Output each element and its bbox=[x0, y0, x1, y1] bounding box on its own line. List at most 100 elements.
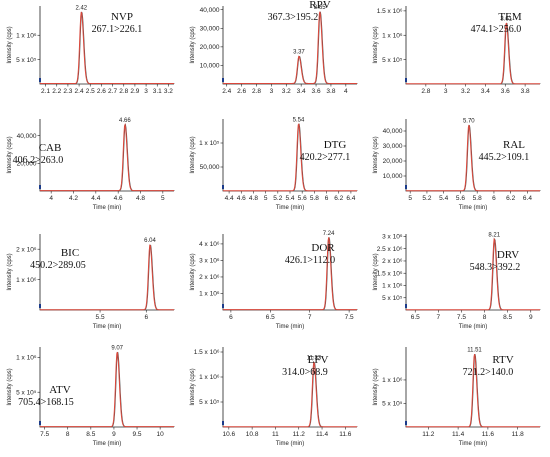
mrm-transition: 367.3>195.2 bbox=[268, 12, 319, 23]
x-tick-label: 6 bbox=[325, 195, 329, 202]
y-tick-label: 3 x 10⁶ bbox=[382, 234, 403, 241]
compound-name: BIC bbox=[61, 247, 79, 259]
peak-label: 8.21 bbox=[488, 232, 500, 238]
x-tick-label: 6.4 bbox=[523, 195, 532, 202]
x-tick-label: 5.4 bbox=[439, 195, 448, 202]
baseline-marker bbox=[405, 78, 407, 82]
y-tick-label: 1 x 10⁶ bbox=[382, 377, 403, 384]
y-axis-title: Intensity (cps) bbox=[190, 136, 196, 173]
x-tick-label: 2.9 bbox=[130, 88, 139, 95]
compound-name: DOR bbox=[311, 242, 335, 254]
compound-name: RPV bbox=[309, 0, 330, 11]
x-tick-label: 3 bbox=[444, 88, 448, 95]
y-tick-label: 5 x 10⁵ bbox=[199, 399, 220, 406]
x-tick-label: 6.2 bbox=[334, 195, 343, 202]
peak-label: 3.37 bbox=[293, 50, 305, 56]
y-tick-label: 2 x 10⁶ bbox=[199, 274, 220, 281]
axes-frame bbox=[222, 6, 357, 85]
x-tick-label: 6.4 bbox=[346, 195, 355, 202]
peak-label: 9.07 bbox=[111, 345, 123, 351]
x-tick-label: 11.6 bbox=[339, 431, 352, 438]
x-tick-label: 3.2 bbox=[282, 88, 291, 95]
y-tick-label: 5 x 10⁵ bbox=[16, 57, 37, 64]
y-tick-label: 1 x 10⁶ bbox=[16, 32, 37, 39]
x-tick-label: 7.5 bbox=[345, 314, 354, 321]
y-tick-label: 40,000 bbox=[200, 7, 220, 14]
chromatogram-nvp: 2.1 2.2 2.3 2.4 2.5 2.6 2.7 2.8 2.9 3 3.1 3.2 5 x 10… bbox=[7, 5, 175, 95]
y-tick-label: 50,000 bbox=[200, 164, 220, 171]
x-tick-label: 5 bbox=[408, 195, 412, 202]
mrm-transition: 420.2>277.1 bbox=[300, 152, 351, 163]
x-tick-label: 6 bbox=[229, 314, 233, 321]
peak-label: 4.66 bbox=[119, 118, 131, 124]
y-tick-label: 1.5 x 10⁶ bbox=[377, 270, 403, 277]
x-tick-label: 11.4 bbox=[452, 431, 465, 438]
x-tick-label: 5 bbox=[264, 195, 268, 202]
peak-label: 11.51 bbox=[467, 348, 482, 354]
x-tick-label: 2.8 bbox=[421, 88, 430, 95]
x-tick-label: 8.5 bbox=[503, 314, 512, 321]
x-tick-label: 5.2 bbox=[422, 195, 431, 202]
y-tick-label: 1 x 10⁶ bbox=[382, 32, 403, 39]
chromatogram-drv: 6.5 7 7.5 8 8.5 9 5 x 10⁵ 1 x 10⁶ 1.5 x 10⁶ 2 x 1… bbox=[373, 232, 541, 330]
x-tick-label: 3.4 bbox=[297, 88, 306, 95]
axes-frame bbox=[39, 6, 174, 85]
mrm-transition: 474.1>256.0 bbox=[471, 24, 522, 35]
x-tick-label: 5.4 bbox=[285, 195, 294, 202]
chromatogram-rpv: 2.4 2.6 2.8 3 3.2 3.4 3.6 3.8 4 10,000 20,000 30,00… bbox=[190, 0, 358, 95]
x-tick-label: 8 bbox=[66, 431, 70, 438]
peak-label: 11.33 bbox=[307, 356, 322, 362]
x-tick-label: 3.1 bbox=[153, 88, 162, 95]
x-tick-label: 7.5 bbox=[40, 431, 49, 438]
x-tick-label: 3.8 bbox=[326, 88, 335, 95]
x-tick-label: 2.8 bbox=[119, 88, 128, 95]
x-tick-label: 2.5 bbox=[86, 88, 95, 95]
x-tick-label: 4 bbox=[344, 88, 348, 95]
y-tick-label: 5 x 10⁵ bbox=[382, 57, 403, 64]
axes-frame bbox=[222, 347, 357, 428]
x-tick-label: 2.6 bbox=[97, 88, 106, 95]
y-tick-label: 10,000 bbox=[383, 173, 403, 180]
baseline-marker bbox=[39, 78, 41, 82]
trace-shadow bbox=[40, 11, 175, 84]
y-tick-label: 2.5 x 10⁶ bbox=[377, 246, 403, 253]
y-axis-title: Intensity (cps) bbox=[373, 26, 379, 63]
chromatogram-ral: 5 5.2 5.4 5.6 5.8 6 6.2 6.4 10,000 20,000 30,000 40… bbox=[373, 119, 541, 211]
x-tick-label: 3.6 bbox=[501, 88, 510, 95]
y-tick-label: 1 x 10⁶ bbox=[199, 291, 220, 298]
peak-label: 3.61 bbox=[500, 17, 512, 23]
mrm-transition: 705.4>168.15 bbox=[18, 397, 74, 408]
chromatogram-trace bbox=[223, 11, 357, 84]
x-axis-title: Time (min) bbox=[459, 205, 487, 211]
y-axis-title: Intensity (cps) bbox=[373, 368, 379, 405]
x-tick-label: 7.5 bbox=[457, 314, 466, 321]
x-axis-title: Time (min) bbox=[276, 324, 304, 330]
compound-name: NVP bbox=[111, 11, 133, 23]
chromatogram-efv: 10.6 10.8 11 11.2 11.4 11.6 5 x 10⁵ 1 x 10⁶ 1.5 … bbox=[190, 347, 358, 447]
x-tick-label: 3.8 bbox=[521, 88, 530, 95]
mrm-transition: 426.1>112.0 bbox=[285, 255, 335, 266]
x-tick-label: 3.6 bbox=[312, 88, 321, 95]
mrm-transition: 406.2>263.0 bbox=[13, 155, 64, 166]
x-tick-label: 4.4 bbox=[91, 195, 100, 202]
mrm-transition: 721.2>140.0 bbox=[463, 367, 514, 378]
compound-name: ATV bbox=[49, 384, 70, 396]
x-tick-label: 7 bbox=[437, 314, 441, 321]
x-tick-label: 10.8 bbox=[246, 431, 259, 438]
chromatogram-trace bbox=[406, 237, 540, 311]
x-tick-label: 2.4 bbox=[222, 88, 231, 95]
x-tick-label: 6.2 bbox=[506, 195, 515, 202]
chromatogram-tem: 2.8 3 3.2 3.4 3.6 3.8 5 x 10⁵ 1 x 10⁶ 1.5 x 10⁶ I… bbox=[373, 6, 541, 95]
y-axis-title: Intensity (cps) bbox=[7, 136, 13, 173]
y-tick-label: 5 x 10⁵ bbox=[16, 389, 37, 396]
baseline-marker bbox=[222, 78, 224, 82]
baseline-marker bbox=[222, 421, 224, 425]
x-tick-label: 9 bbox=[112, 431, 116, 438]
x-tick-label: 2.4 bbox=[75, 88, 84, 95]
y-axis-title: Intensity (cps) bbox=[373, 253, 379, 290]
x-tick-label: 3.4 bbox=[481, 88, 490, 95]
chromatogram-cab: 4 4.2 4.4 4.6 4.8 5 20,000 40,000 Intensity (cps… bbox=[7, 118, 175, 211]
x-axis-title: Time (min) bbox=[276, 205, 304, 211]
y-tick-label: 1.5 x 10⁶ bbox=[377, 8, 403, 15]
